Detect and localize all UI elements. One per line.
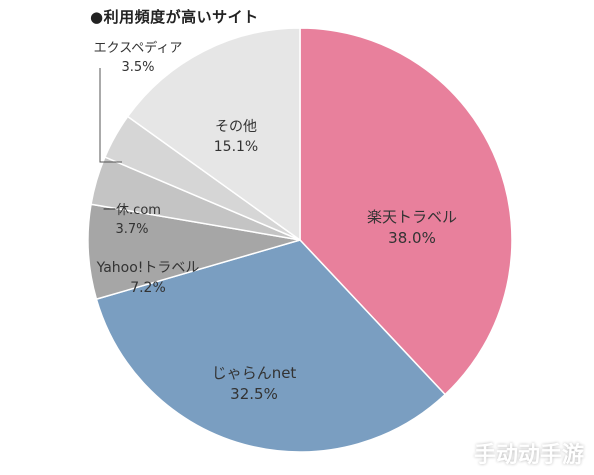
slice-value-label: 3.5% xyxy=(121,60,154,75)
slice-value-label: 32.5% xyxy=(230,385,278,403)
slice-label: Yahoo!トラベル xyxy=(96,260,200,276)
watermark-text: 手动动手游 xyxy=(473,443,584,468)
pie-labels: 楽天トラベル 38.0% じゃらんnet 32.5% Yahoo!トラベル 7.2% 一休.… xyxy=(94,40,457,403)
slice-label: その他 xyxy=(215,119,257,135)
callout-line-expedia xyxy=(99,68,122,163)
slice-value-label: 38.0% xyxy=(388,229,436,247)
pie-slice xyxy=(126,27,301,242)
chart-title: ●利用頻度が高いサイト xyxy=(90,8,259,26)
pie-slices xyxy=(87,27,513,453)
slice-label: 楽天トラベル xyxy=(367,208,457,226)
pie-slice xyxy=(299,27,513,396)
slice-label: エクスペディア xyxy=(94,40,183,56)
slice-value-label: 15.1% xyxy=(214,139,258,155)
slice-label: じゃらんnet xyxy=(212,364,297,382)
pie-slice xyxy=(95,239,447,453)
slice-label: 一休.com xyxy=(103,203,161,218)
slice-value-label: 3.7% xyxy=(115,222,148,237)
slice-value-label: 7.2% xyxy=(130,280,166,296)
